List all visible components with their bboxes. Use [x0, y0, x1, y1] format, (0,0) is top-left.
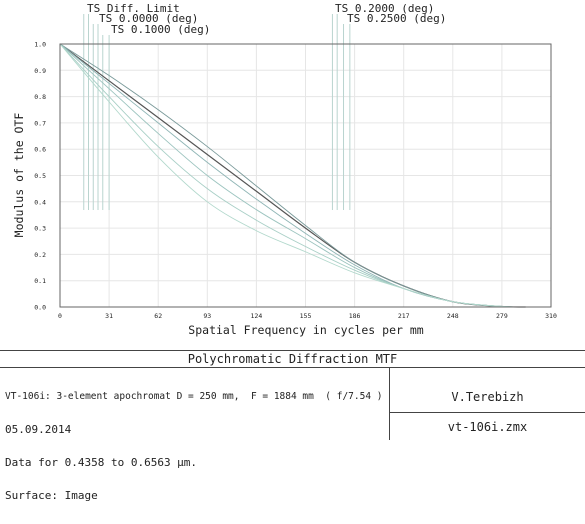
info-wavelength: Data for 0.4358 to 0.6563 µm.	[5, 456, 198, 469]
info-panel: Polychromatic Diffraction MTF VT-106i: 3…	[0, 350, 585, 501]
info-date: 05.09.2014	[5, 423, 72, 436]
x-tick-label: 186	[349, 312, 361, 320]
x-tick-label: 31	[105, 312, 113, 320]
x-tick-label: 155	[300, 312, 312, 320]
x-tick-label: 279	[496, 312, 508, 320]
x-tick-label: 217	[398, 312, 410, 320]
legend-entry: TS 0.0000 (deg)	[99, 12, 198, 25]
x-tick-label: 248	[447, 312, 459, 320]
legend-markers	[83, 14, 351, 210]
info-surface: Surface: Image	[5, 489, 98, 502]
grid	[60, 44, 551, 307]
author-box: V.Terebizh vt-106i.zmx	[389, 368, 585, 440]
y-axis-label: Modulus of the OTF	[12, 113, 26, 238]
file-name: vt-106i.zmx	[390, 412, 585, 440]
author-name: V.Terebizh	[451, 390, 524, 404]
x-tick-label: 124	[251, 312, 263, 320]
y-tick-label: 0.3	[34, 225, 46, 233]
legend-entry: TS 0.2500 (deg)	[347, 12, 446, 25]
x-tick-label: 310	[545, 312, 557, 320]
plot-frame	[59, 43, 552, 308]
x-tick-label: 62	[154, 312, 162, 320]
series-line-5	[59, 43, 526, 308]
y-tick-label: 0.0	[34, 304, 46, 312]
legend-entry: TS 0.2000 (deg)	[335, 2, 434, 15]
y-tick-label: 0.9	[34, 67, 46, 75]
x-tick-label: 93	[203, 312, 211, 320]
legend-entry: TS Diff. Limit	[87, 2, 180, 15]
y-tick-label: 0.4	[34, 198, 46, 206]
x-tick-labels: 0 31 62 93 124 155 186 217 248 279 310	[58, 312, 557, 320]
y-tick-label: 0.2	[34, 251, 46, 259]
info-text: VT-106i: 3-element apochromat D = 250 mm…	[5, 369, 383, 523]
y-tick-label: 0.7	[34, 119, 46, 127]
y-tick-labels: 0.0 0.1 0.2 0.3 0.4 0.5 0.6 0.7 0.8 0.9 1.0	[34, 41, 46, 312]
chart-title: Polychromatic Diffraction MTF	[0, 351, 585, 368]
y-tick-label: 0.1	[34, 277, 46, 285]
series-lines	[59, 43, 526, 308]
info-description: VT-106i: 3-element apochromat D = 250 mm…	[5, 391, 383, 402]
y-tick-label: 0.8	[34, 93, 46, 101]
x-tick-label: 0	[58, 312, 62, 320]
legend-entry: TS 0.1000 (deg)	[111, 23, 210, 36]
y-tick-label: 0.5	[34, 172, 46, 180]
x-axis-label: Spatial Frequency in cycles per mm	[188, 323, 423, 337]
y-tick-label: 1.0	[34, 41, 46, 49]
y-tick-label: 0.6	[34, 146, 46, 154]
